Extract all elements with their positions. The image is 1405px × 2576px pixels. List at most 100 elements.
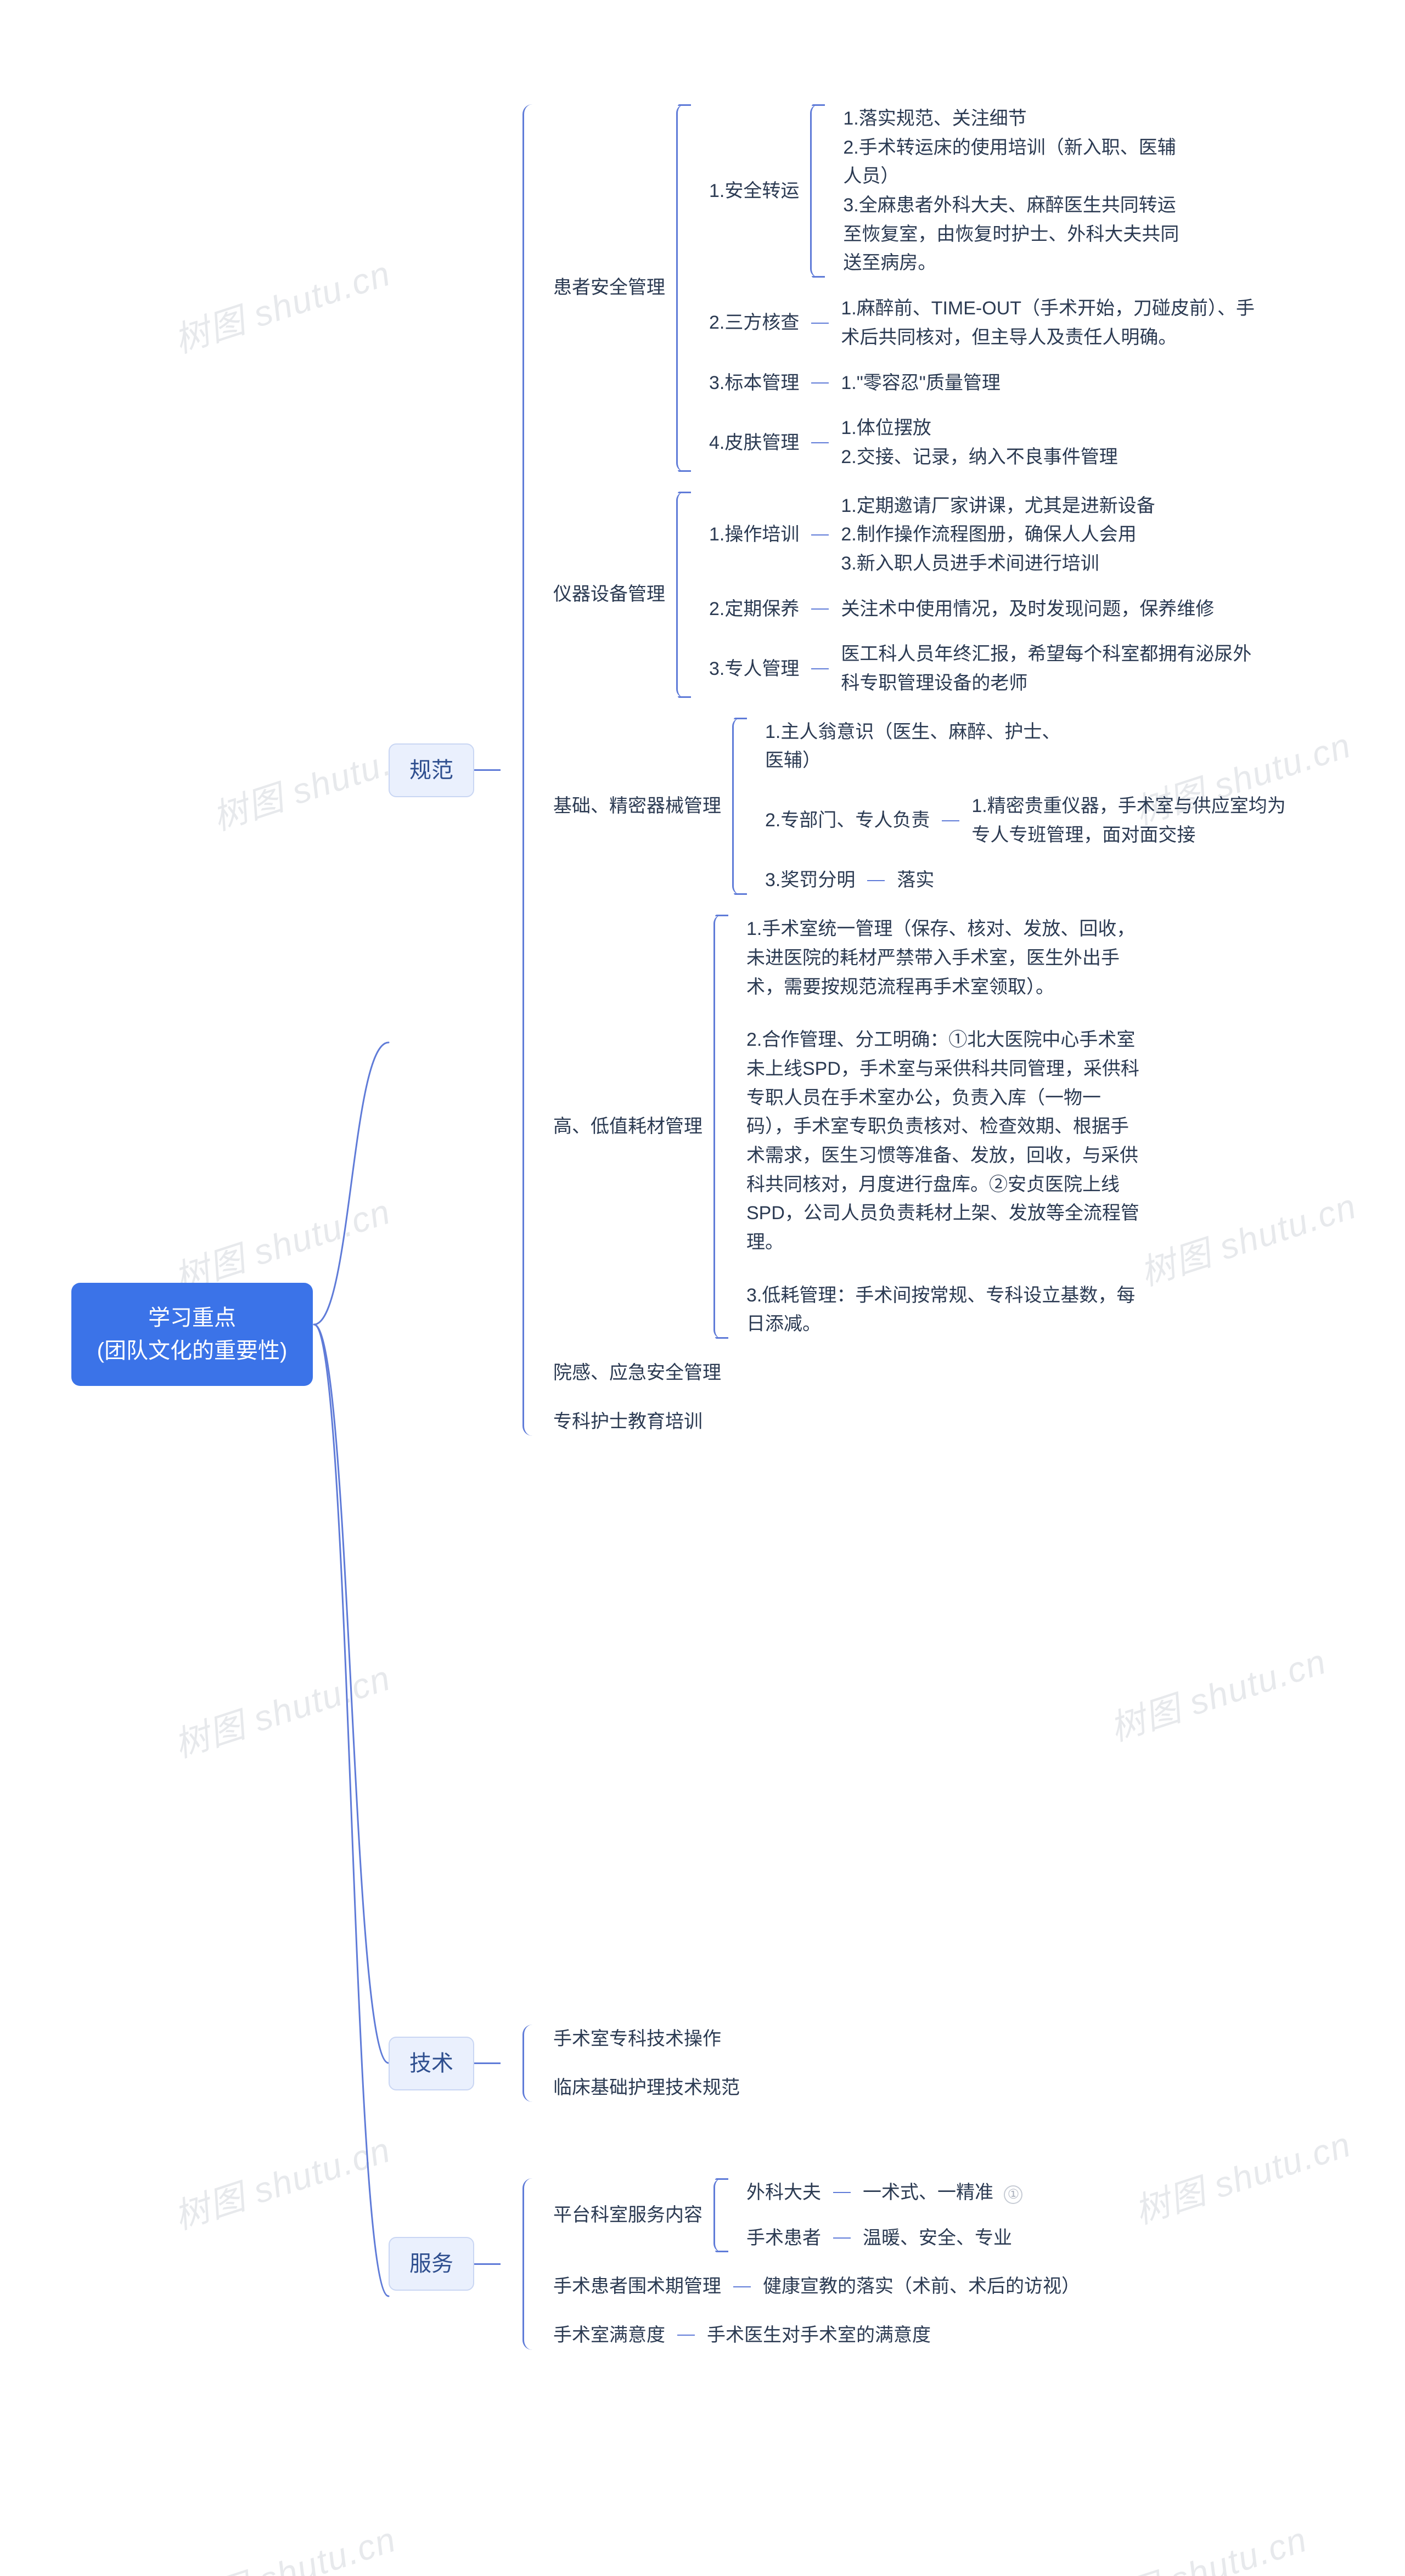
- connector-dash: [811, 668, 829, 669]
- level3-label: 临床基础护理技术规范: [553, 2073, 740, 2102]
- branch-dedicated-manager[interactable]: 3.专人管理 医工科人员年终汇报，希望每个科室都拥有泌尿外科专职管理设备的老师: [709, 640, 1258, 697]
- connector-dash: [811, 382, 829, 384]
- level4-label: 1.主人翁意识（医生、麻醉、护士、医辅）: [765, 718, 1072, 775]
- branch-maintenance[interactable]: 2.定期保养 关注术中使用情况，及时发现问题，保养维修: [709, 595, 1258, 624]
- level3-label: 手术室专科技术操作: [553, 2025, 721, 2054]
- level2-serv-group: 服务 平台科室服务内容 外科大夫 一术式、一精准 ①: [389, 2178, 1080, 2350]
- bracket: [522, 104, 553, 1436]
- level4-label: 3.奖罚分明: [765, 866, 855, 895]
- level4-label: 手术患者: [746, 2224, 821, 2253]
- branch-perioperative[interactable]: 手术患者围术期管理 健康宣教的落实（术前、术后的访视）: [553, 2272, 1080, 2301]
- level3-label: 患者安全管理: [553, 104, 665, 472]
- level3-label: 手术室满意度: [553, 2321, 665, 2350]
- leaf: 1."零容忍"质量管理: [841, 369, 1001, 398]
- connector-dash: [677, 2335, 695, 2336]
- bracket: [713, 915, 735, 1339]
- connector-dash: [867, 880, 885, 881]
- branch-platform-service[interactable]: 平台科室服务内容 外科大夫 一术式、一精准 ① 手术患者 温暖、安: [553, 2178, 1080, 2252]
- level3-label: 手术患者围术期管理: [553, 2272, 721, 2301]
- level3-label: 基础、精密器械管理: [553, 718, 721, 895]
- leaf: 1.体位摆放 2.交接、记录，纳入不良事件管理: [841, 414, 1117, 471]
- level4-label: 3.标本管理: [709, 369, 799, 398]
- bracket: [522, 2025, 553, 2102]
- level4-label: 1.操作培训: [709, 520, 799, 549]
- connector-stub: [474, 2263, 501, 2265]
- level3-label: 专科护士教育培训: [553, 1407, 702, 1436]
- level2-serv-node[interactable]: 服务: [389, 2237, 474, 2291]
- branch-consumables[interactable]: 高、低值耗材管理 1.手术室统一管理（保存、核对、发放、回收，未进医院的耗材严禁…: [553, 915, 1301, 1339]
- watermark: 树图 shutu.cn: [167, 2123, 398, 2244]
- level3-label: 仪器设备管理: [553, 492, 665, 698]
- branch-instrument[interactable]: 基础、精密器械管理 1.主人翁意识（医生、麻醉、护士、医辅） 2.专部门、专人负…: [553, 718, 1301, 895]
- level3-label: 平台科室服务内容: [553, 2178, 702, 2252]
- branch-surgery-patient[interactable]: 手术患者 温暖、安全、专业: [746, 2224, 1022, 2253]
- branch-equipment[interactable]: 仪器设备管理 1.操作培训 1.定期邀请厂家讲课，尤其是进新设备 2.制作操作流…: [553, 492, 1301, 698]
- root-title-line1: 学习重点: [88, 1301, 296, 1334]
- branch-triple-check[interactable]: 2.三方核查 1.麻醉前、TIME-OUT（手术开始，刀碰皮前）、手术后共同核对…: [709, 294, 1258, 352]
- level4-label: 外科大夫: [746, 2178, 821, 2207]
- leaf-text: 一术式、一精准: [863, 2182, 993, 2203]
- watermark: 树图 shutu.cn: [167, 1651, 398, 1772]
- watermark: 树图 shutu.cn: [1084, 2512, 1314, 2576]
- bracket: [522, 2178, 553, 2350]
- branch-safe-transport[interactable]: 1.安全转运 1.落实规范、关注细节 2.手术转运床的使用培训（新入职、医辅人员…: [709, 104, 1258, 278]
- leaf: 落实: [897, 866, 934, 895]
- level2-norm-group: 规范 患者安全管理 1.安全转运 1.落实规范、关注细节 2.手术转运床的使用培…: [389, 104, 1301, 1436]
- level3-children-norm: 患者安全管理 1.安全转运 1.落实规范、关注细节 2.手术转运床的使用培训（新…: [553, 104, 1301, 1436]
- leaf: 医工科人员年终汇报，希望每个科室都拥有泌尿外科专职管理设备的老师: [841, 640, 1258, 697]
- connector-dash: [833, 2237, 851, 2239]
- connector-dash: [811, 442, 829, 443]
- level2-tech-node[interactable]: 技术: [389, 2037, 474, 2090]
- level4-label: 2.三方核查: [709, 308, 799, 337]
- level2-norm-node[interactable]: 规范: [389, 743, 474, 797]
- level2-tech-group: 技术 手术室专科技术操作 临床基础护理技术规范: [389, 2025, 740, 2102]
- connector-stub: [474, 2062, 501, 2064]
- watermark: 树图 shutu.cn: [1103, 1634, 1334, 1756]
- root-node[interactable]: 学习重点 (团队文化的重要性): [71, 1283, 313, 1386]
- leaf: 一术式、一精准 ①: [863, 2178, 1022, 2207]
- connector-dash: [942, 820, 959, 821]
- bracket: [732, 718, 754, 895]
- leaf: 1.手术室统一管理（保存、核对、发放、回收，未进医院的耗材严禁带入手术室，医生外…: [746, 915, 1142, 1001]
- branch-or-tech[interactable]: 手术室专科技术操作: [553, 2025, 740, 2054]
- leaf: 1.落实规范、关注细节 2.手术转运床的使用培训（新入职、医辅人员） 3.全麻患…: [843, 104, 1194, 278]
- level4-label: 2.定期保养: [709, 595, 799, 624]
- mindmap-canvas: 树图 shutu.cn 树图 shutu.cn 树图 shutu.cn 树图 s…: [0, 0, 1405, 2576]
- bracket: [676, 492, 698, 698]
- level4-label: 4.皮肤管理: [709, 429, 799, 458]
- branch-nurse-training[interactable]: 专科护士教育培训: [553, 1407, 1301, 1436]
- level3-label: 院感、应急安全管理: [553, 1359, 721, 1388]
- branch-op-training[interactable]: 1.操作培训 1.定期邀请厂家讲课，尤其是进新设备 2.制作操作流程图册，确保人…: [709, 492, 1258, 578]
- leaf: 健康宣教的落实（术前、术后的访视）: [763, 2272, 1080, 2301]
- bracket: [676, 104, 698, 472]
- bracket: [810, 104, 832, 278]
- connector-dash: [811, 608, 829, 610]
- branch-skin[interactable]: 4.皮肤管理 1.体位摆放 2.交接、记录，纳入不良事件管理: [709, 414, 1258, 471]
- connector-dash: [833, 2192, 851, 2193]
- watermark: 树图 shutu.cn: [173, 2512, 403, 2576]
- level4-label: 3.专人管理: [709, 655, 799, 684]
- leaf: 2.合作管理、分工明确：①北大医院中心手术室未上线SPD，手术室与采供科共同管理…: [746, 1025, 1142, 1257]
- leaf: 1.定期邀请厂家讲课，尤其是进新设备 2.制作操作流程图册，确保人人会用 3.新…: [841, 492, 1155, 578]
- connector-stub: [474, 769, 501, 771]
- branch-dept-person[interactable]: 2.专部门、专人负责 1.精密贵重仪器，手术室与供应室均为专人专班管理，面对面交…: [765, 792, 1301, 849]
- leaf: 手术医生对手术室的满意度: [707, 2321, 931, 2350]
- level3-children-serv: 平台科室服务内容 外科大夫 一术式、一精准 ① 手术患者 温暖、安: [553, 2178, 1080, 2350]
- branch-basic-nursing-tech[interactable]: 临床基础护理技术规范: [553, 2073, 740, 2102]
- connector-dash: [733, 2286, 751, 2287]
- branch-specimen[interactable]: 3.标本管理 1."零容忍"质量管理: [709, 369, 1258, 398]
- branch-patient-safety[interactable]: 患者安全管理 1.安全转运 1.落实规范、关注细节 2.手术转运床的使用培训（新…: [553, 104, 1301, 472]
- root-title-line2: (团队文化的重要性): [88, 1334, 296, 1367]
- branch-surgeon[interactable]: 外科大夫 一术式、一精准 ①: [746, 2178, 1022, 2207]
- level4-label: 2.专部门、专人负责: [765, 806, 930, 835]
- leaf: 关注术中使用情况，及时发现问题，保养维修: [841, 595, 1214, 624]
- leaf: 1.麻醉前、TIME-OUT（手术开始，刀碰皮前）、手术后共同核对，但主导人及责…: [841, 294, 1258, 352]
- watermark: 树图 shutu.cn: [167, 246, 398, 368]
- leaf: 1.精密贵重仪器，手术室与供应室均为专人专班管理，面对面交接: [971, 792, 1301, 849]
- connector-dash: [811, 534, 829, 536]
- connector-dash: [811, 323, 829, 324]
- branch-satisfaction[interactable]: 手术室满意度 手术医生对手术室的满意度: [553, 2321, 1080, 2350]
- autoplay-icon: ①: [1004, 2185, 1022, 2204]
- branch-infection-emergency[interactable]: 院感、应急安全管理: [553, 1359, 1301, 1388]
- branch-reward-penalty[interactable]: 3.奖罚分明 落实: [765, 866, 1301, 895]
